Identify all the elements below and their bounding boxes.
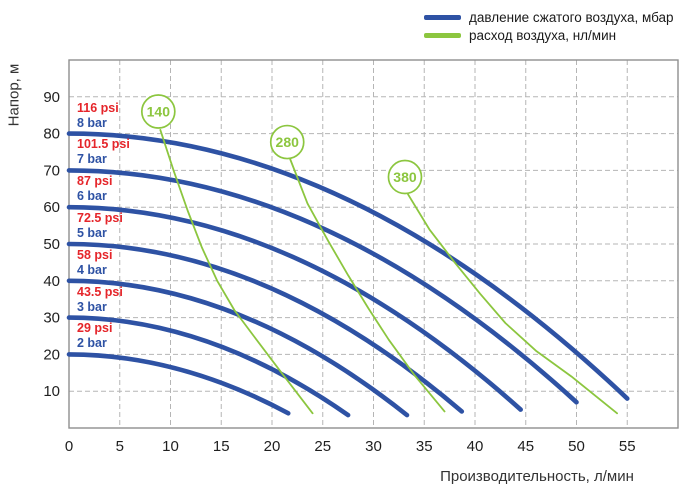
pressure-curve-3-bar	[66, 315, 351, 418]
air-flow-badge-circle-280	[269, 124, 305, 160]
x-tick-label: 0	[65, 438, 73, 455]
psi-value: 29 psi	[77, 321, 113, 336]
x-tick-label: 25	[314, 438, 331, 455]
air-flow-line-380	[407, 193, 618, 415]
air-flow-badge-label-380: 380	[393, 169, 417, 185]
psi-value: 43.5 psi	[77, 284, 123, 299]
legend-label-air-flow: расход воздуха, нл/мин	[469, 27, 617, 43]
x-tick-label: 45	[517, 438, 534, 455]
x-tick-label: 5	[116, 438, 124, 455]
bar-value: 8 bar	[77, 115, 107, 130]
pressure-label-4-bar: 58 psi 4 bar	[77, 248, 112, 278]
air-flow-badge-circle-380	[387, 159, 423, 195]
pressure-line-swatch	[424, 14, 461, 20]
pressure-curve-7-bar	[66, 168, 579, 405]
psi-value: 58 psi	[77, 247, 113, 262]
y-tick-label: 10	[43, 383, 60, 400]
y-tick-label: 40	[43, 273, 60, 290]
psi-value: 116 psi	[77, 100, 119, 115]
air-flow-line-swatch	[424, 32, 461, 38]
bar-value: 7 bar	[77, 152, 107, 167]
y-tick-label: 80	[43, 126, 60, 143]
legend-item-air-flow: расход воздуха, нл/мин	[424, 26, 674, 44]
pressure-curve-8-bar	[66, 131, 630, 401]
y-tick-label: 60	[43, 199, 60, 216]
y-tick-label: 90	[43, 89, 60, 106]
pressure-curve-2-bar	[66, 352, 291, 416]
y-tick-label: 50	[43, 236, 60, 253]
x-axis-title: Производительность, л/мин	[440, 468, 634, 485]
pressure-curve-6-bar	[66, 204, 523, 412]
bar-value: 2 bar	[77, 336, 107, 351]
pressure-label-3-bar: 43.5 psi 3 bar	[77, 285, 123, 315]
air-flow-line-140	[159, 129, 314, 415]
y-tick-label: 70	[43, 162, 60, 179]
pressure-label-7-bar: 101.5 psi 7 bar	[77, 137, 130, 167]
pressure-label-8-bar: 116 psi 8 bar	[77, 101, 119, 131]
air-flow-badge-label-280: 280	[276, 134, 300, 150]
air-flow-badge-label-140: 140	[147, 104, 171, 120]
bar-value: 4 bar	[77, 262, 107, 277]
pressure-label-2-bar: 29 psi 2 bar	[77, 321, 112, 351]
x-tick-label: 20	[264, 438, 281, 455]
psi-value: 101.5 psi	[77, 137, 130, 152]
x-tick-label: 10	[162, 438, 179, 455]
legend: давление сжатого воздуха, мбар расход во…	[424, 8, 674, 44]
bar-value: 5 bar	[77, 226, 107, 240]
psi-value: 87 psi	[77, 174, 113, 189]
y-tick-label: 30	[43, 310, 60, 327]
x-tick-label: 30	[365, 438, 382, 455]
x-tick-label: 35	[416, 438, 433, 455]
air-flow-line-280	[289, 158, 446, 413]
bar-value: 3 bar	[77, 299, 107, 314]
y-tick-label: 20	[43, 346, 60, 363]
x-tick-label: 50	[568, 438, 585, 455]
legend-label-pressure: давление сжатого воздуха, мбар	[469, 9, 674, 25]
legend-item-pressure: давление сжатого воздуха, мбар	[424, 8, 674, 26]
x-tick-label: 40	[467, 438, 484, 455]
air-flow-badge-circle-140	[140, 94, 176, 129]
pressure-label-5-bar: 72.5 psi 5 bar	[77, 211, 123, 241]
x-tick-label: 15	[213, 438, 230, 455]
psi-value: 72.5 psi	[77, 211, 123, 225]
bar-value: 6 bar	[77, 189, 107, 204]
pressure-label-6-bar: 87 psi 6 bar	[77, 174, 112, 204]
pressure-curve-5-bar	[66, 241, 465, 414]
x-tick-label: 55	[619, 438, 636, 455]
